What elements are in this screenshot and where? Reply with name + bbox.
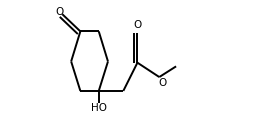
Text: O: O [133, 20, 141, 30]
Text: O: O [55, 7, 63, 17]
Text: O: O [158, 78, 166, 88]
Text: HO: HO [91, 103, 107, 113]
